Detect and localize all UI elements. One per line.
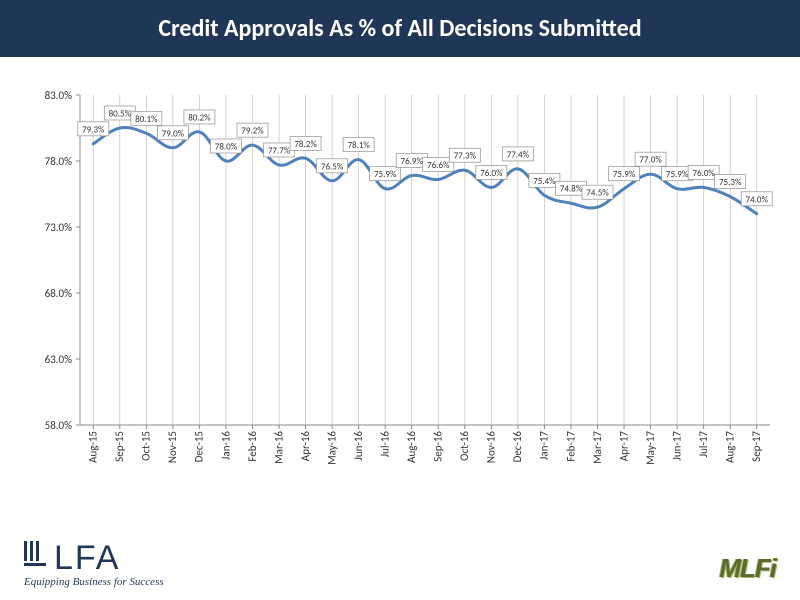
svg-text:75.4%: 75.4%: [533, 176, 556, 187]
svg-text:Sep-17: Sep-17: [750, 431, 763, 462]
svg-text:Mar-17: Mar-17: [591, 431, 604, 464]
elfa-text: LFA: [54, 539, 120, 577]
mlfi-logo: MLFi: [719, 553, 776, 584]
svg-text:77.7%: 77.7%: [268, 145, 291, 156]
elfa-logo: LFA Equipping Business for Success: [24, 541, 164, 588]
svg-text:Jul-17: Jul-17: [697, 431, 710, 458]
svg-text:79.2%: 79.2%: [241, 126, 264, 137]
svg-text:Oct-15: Oct-15: [140, 431, 153, 461]
svg-text:83.0%: 83.0%: [45, 89, 73, 102]
svg-text:75.9%: 75.9%: [374, 169, 397, 180]
svg-text:Dec-15: Dec-15: [193, 431, 206, 462]
svg-text:Aug-17: Aug-17: [723, 431, 736, 463]
svg-text:Apr-17: Apr-17: [617, 431, 630, 462]
svg-text:78.1%: 78.1%: [347, 140, 370, 151]
svg-text:80.5%: 80.5%: [109, 109, 132, 120]
svg-text:76.0%: 76.0%: [692, 168, 715, 179]
svg-text:79.3%: 79.3%: [82, 124, 105, 135]
svg-text:78.0%: 78.0%: [45, 155, 73, 168]
line-chart: 58.0% 63.0% 68.0% 73.0% 78.0% 83.0% Aug-15 Sep-…: [20, 75, 780, 495]
svg-text:76.5%: 76.5%: [321, 161, 344, 172]
footer: LFA Equipping Business for Success MLFi: [0, 530, 800, 600]
chart-title: Credit Approvals As % of All Decisions S…: [0, 0, 800, 57]
svg-text:Aug-16: Aug-16: [405, 431, 418, 463]
svg-text:76.0%: 76.0%: [480, 168, 503, 179]
svg-text:75.9%: 75.9%: [666, 169, 689, 180]
svg-text:76.9%: 76.9%: [401, 156, 424, 167]
svg-text:78.2%: 78.2%: [294, 139, 317, 150]
svg-text:Jun-17: Jun-17: [670, 431, 683, 461]
svg-text:Jul-16: Jul-16: [378, 431, 391, 458]
elfa-tagline: Equipping Business for Success: [24, 576, 164, 588]
svg-text:Jun-16: Jun-16: [352, 431, 365, 461]
svg-text:68.0%: 68.0%: [45, 287, 73, 300]
svg-text:Nov-16: Nov-16: [485, 431, 498, 464]
svg-text:74.8%: 74.8%: [560, 184, 583, 195]
svg-text:73.0%: 73.0%: [45, 221, 73, 234]
svg-text:77.3%: 77.3%: [454, 151, 477, 162]
svg-text:Jan-16: Jan-16: [219, 431, 232, 460]
svg-text:Mar-16: Mar-16: [272, 431, 285, 464]
svg-text:80.1%: 80.1%: [135, 114, 158, 125]
svg-text:Feb-16: Feb-16: [246, 431, 259, 462]
svg-text:Nov-15: Nov-15: [166, 431, 179, 463]
svg-text:77.4%: 77.4%: [507, 149, 530, 160]
svg-text:Jan-17: Jan-17: [538, 431, 551, 460]
svg-text:May-17: May-17: [644, 431, 657, 465]
svg-text:Sep-16: Sep-16: [432, 431, 445, 462]
svg-text:79.0%: 79.0%: [162, 128, 185, 139]
svg-text:74.5%: 74.5%: [586, 188, 609, 199]
svg-text:Oct-16: Oct-16: [458, 431, 471, 461]
svg-text:Feb-17: Feb-17: [564, 431, 577, 462]
svg-text:77.0%: 77.0%: [639, 155, 662, 166]
elfa-bars-icon: [24, 541, 54, 576]
svg-text:Sep-15: Sep-15: [113, 431, 126, 462]
svg-text:63.0%: 63.0%: [45, 353, 73, 366]
svg-text:78.0%: 78.0%: [215, 142, 238, 153]
svg-text:Aug-15: Aug-15: [87, 431, 100, 463]
svg-text:75.3%: 75.3%: [719, 177, 742, 188]
svg-text:75.9%: 75.9%: [613, 169, 636, 180]
svg-text:May-16: May-16: [325, 431, 338, 465]
svg-text:Dec-16: Dec-16: [511, 431, 524, 463]
chart-container: 58.0% 63.0% 68.0% 73.0% 78.0% 83.0% Aug-15 Sep-…: [20, 75, 780, 495]
svg-text:76.6%: 76.6%: [427, 160, 450, 171]
svg-text:58.0%: 58.0%: [45, 419, 73, 432]
svg-text:80.2%: 80.2%: [188, 112, 211, 123]
svg-text:74.0%: 74.0%: [746, 194, 769, 205]
svg-text:Apr-16: Apr-16: [299, 431, 312, 462]
